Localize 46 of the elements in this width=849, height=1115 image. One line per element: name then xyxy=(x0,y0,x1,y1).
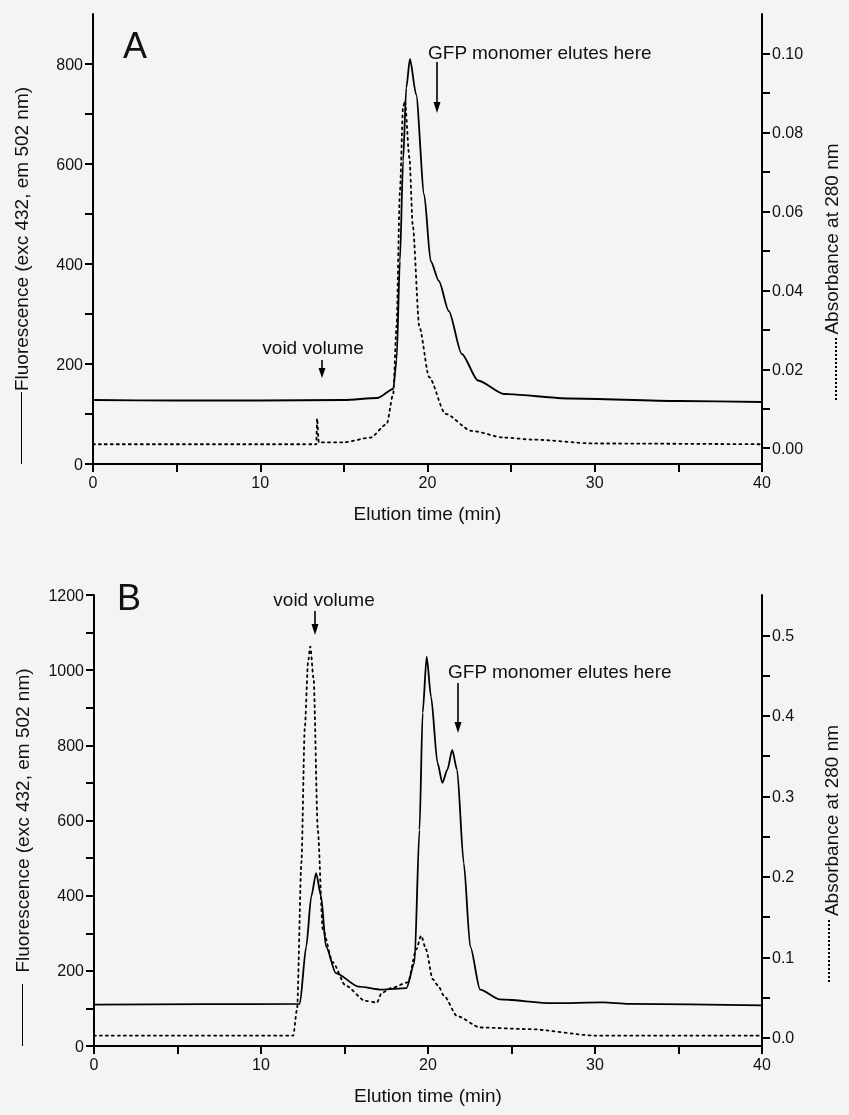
x-tick-label: 0 xyxy=(89,1055,99,1073)
y-axis-title: Fluorescence (exc 432, em 502 nm) xyxy=(12,668,33,973)
annotation: void volume xyxy=(262,336,364,358)
y2-tick-label: 0.04 xyxy=(772,281,804,299)
y-tick-label: 600 xyxy=(57,812,85,829)
chart-title: B xyxy=(117,576,142,618)
y-tick-label: 0 xyxy=(75,1037,85,1055)
x-tick-label: 40 xyxy=(753,1055,771,1073)
x-tick-label: 10 xyxy=(251,473,270,491)
chart-title: A xyxy=(123,24,148,66)
x-tick-label: 30 xyxy=(585,473,604,491)
annotation: GFP monomer elutes here xyxy=(428,41,652,63)
y-tick-label: 200 xyxy=(56,355,84,373)
y-tick-label: 400 xyxy=(57,887,85,905)
y2-tick-label: 0.4 xyxy=(772,707,795,725)
y-tick-label: 800 xyxy=(56,55,84,73)
y2-tick-label: 0.02 xyxy=(772,360,804,378)
y2-tick-label: 0.08 xyxy=(772,123,804,141)
x-tick-label: 40 xyxy=(753,473,771,491)
y-tick-label: 1000 xyxy=(48,661,85,679)
x-axis-title: Elution time (min) xyxy=(354,1085,502,1106)
x-tick-label: 30 xyxy=(586,1055,604,1073)
y-tick-label: 400 xyxy=(56,255,84,273)
y2-tick-label: 0.0 xyxy=(772,1029,795,1047)
x-tick-label: 20 xyxy=(419,1055,437,1073)
y-tick-label: 0 xyxy=(74,455,84,473)
y2-tick-label: 0.10 xyxy=(772,44,804,62)
x-axis-title: Elution time (min) xyxy=(353,503,502,524)
y-tick-label: 600 xyxy=(56,155,84,173)
y2-tick-label: 0.06 xyxy=(772,202,804,220)
y2-axis-title: Absorbance at 280 nm xyxy=(821,143,842,335)
y-tick-label: 1200 xyxy=(48,586,85,604)
y-tick-label: 800 xyxy=(57,736,85,754)
y2-tick-label: 0.5 xyxy=(772,626,795,644)
x-tick-label: 0 xyxy=(88,473,98,491)
y2-tick-label: 0.1 xyxy=(772,948,795,966)
y-axis-title: Fluorescence (exc 432, em 502 nm) xyxy=(11,86,32,392)
annotation: void volume xyxy=(273,588,375,610)
x-tick-label: 10 xyxy=(252,1055,270,1073)
annotation: GFP monomer elutes here xyxy=(448,660,672,682)
y2-tick-label: 0.2 xyxy=(772,868,795,886)
x-tick-label: 20 xyxy=(418,473,437,491)
y2-tick-label: 0.3 xyxy=(772,787,795,805)
y2-axis-title: Absorbance at 280 nm xyxy=(821,724,842,917)
y2-tick-label: 0.00 xyxy=(772,439,804,457)
y-tick-label: 200 xyxy=(57,962,85,980)
